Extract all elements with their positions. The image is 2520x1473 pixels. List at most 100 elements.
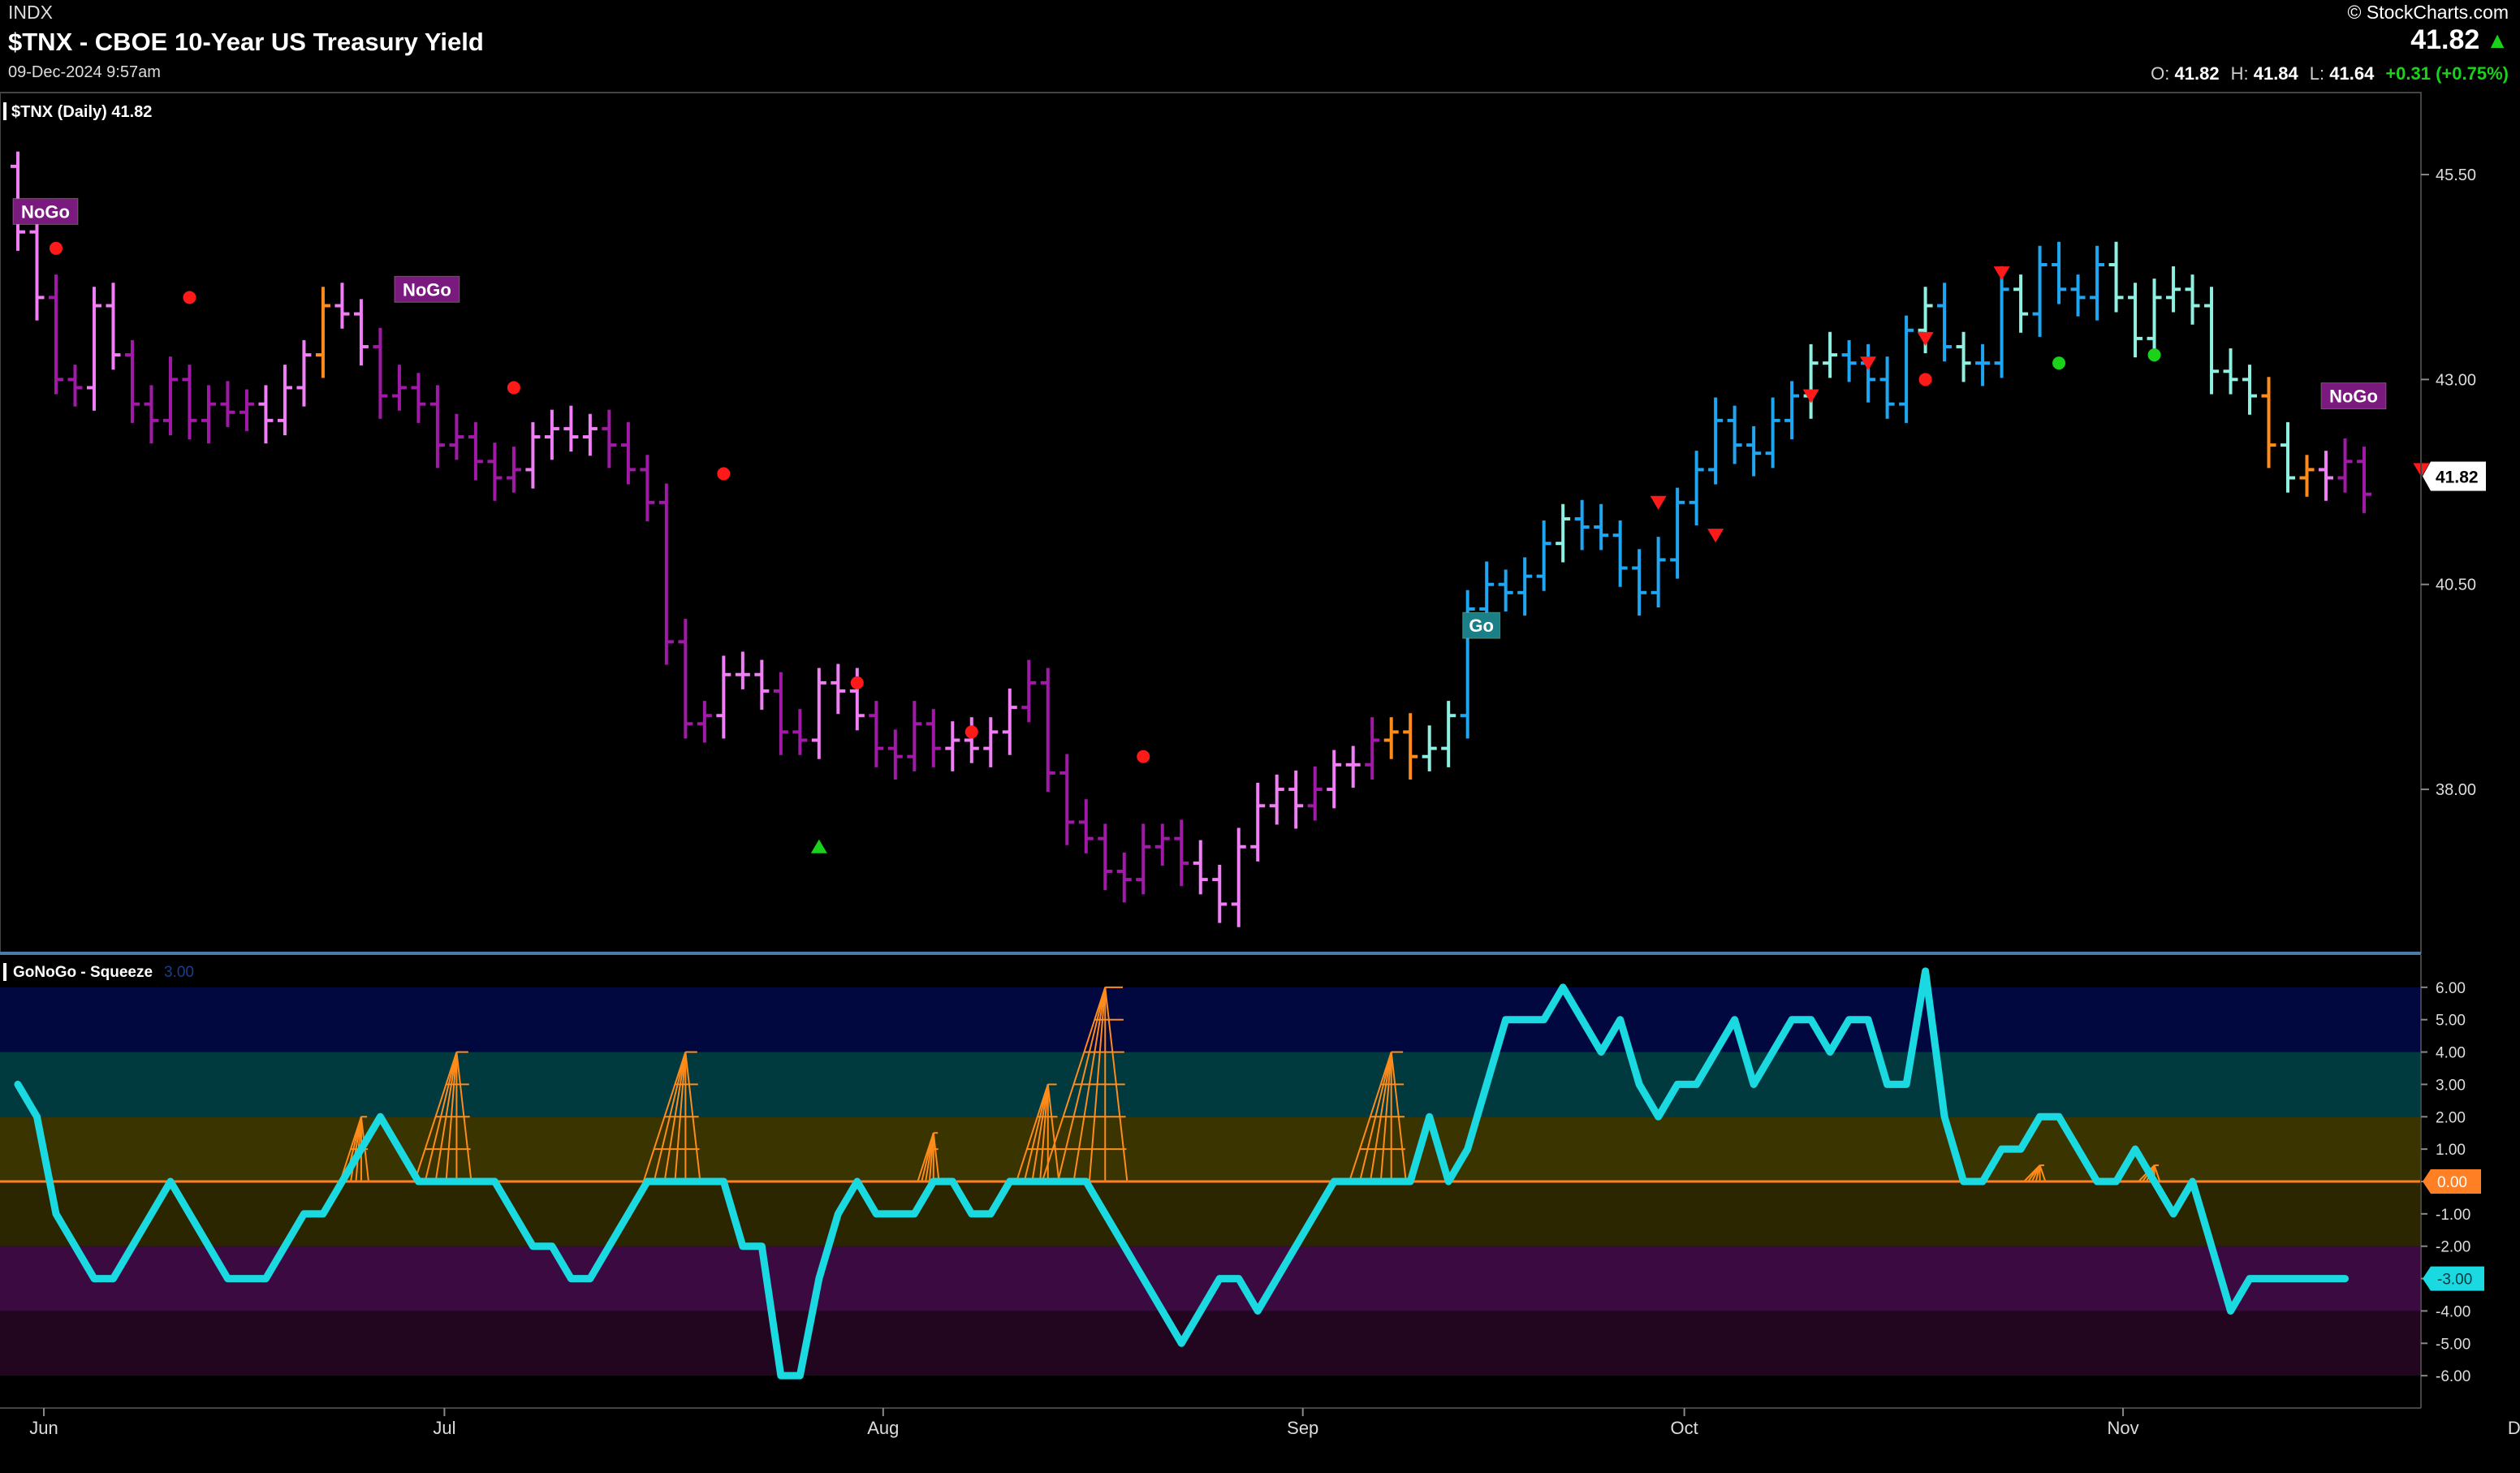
price-legend-marker: [3, 102, 6, 120]
ohlc-bar: [792, 709, 808, 755]
ohlc-bar: [1154, 823, 1170, 866]
squeeze-edge: [455, 1052, 472, 1182]
ohlc-bar: [353, 299, 369, 366]
x-tick-label: Nov: [2107, 1418, 2138, 1438]
ohlc-bar: [1670, 487, 1685, 579]
nogo-badge: NoGo: [2320, 382, 2387, 410]
ohlc-bar: [1116, 852, 1132, 903]
ohlc-bar: [525, 421, 541, 489]
low-label: L:: [2309, 63, 2325, 84]
badge-box: [394, 275, 460, 303]
ohlc-bar: [1383, 717, 1399, 759]
ohlc-bar: [2090, 245, 2105, 321]
go-continuation-dot: [2052, 356, 2066, 370]
squeeze-strut: [642, 1052, 687, 1182]
nogo-badge: NoGo: [394, 275, 460, 303]
ohlc-bar: [1841, 339, 1857, 382]
badge-box: [2320, 382, 2387, 410]
ohlc-bar: [220, 381, 235, 427]
zero-tag-label: 0.00: [2437, 1174, 2467, 1191]
price-signals: NoGo NoGo Go NoGo: [12, 197, 2430, 969]
nogo-badge: NoGo: [12, 197, 79, 225]
osc-tick-label: -1.00: [2436, 1207, 2470, 1224]
badge-label: NoGo: [2329, 387, 2378, 407]
ohlc-bar: [429, 385, 445, 469]
countertrend-down-triangle: [1650, 495, 1667, 510]
countertrend-down-triangle: [1917, 331, 1934, 346]
ohlc-bar: [1612, 520, 1628, 587]
price-legend: $TNX (Daily) 41.82: [11, 103, 152, 121]
squeeze-edge: [684, 1052, 701, 1182]
ohlc-bar: [1345, 745, 1361, 788]
badge-label: NoGo: [403, 279, 451, 300]
price-tick-label: 40.50: [2436, 577, 2476, 594]
ohlc-bar: [1556, 503, 1571, 563]
osc-tick-label: 4.00: [2436, 1045, 2466, 1062]
ohlc-bar: [2108, 241, 2124, 313]
ohlc-bar: [1212, 864, 1228, 923]
go-strong-band: [0, 987, 2421, 1052]
ohlc-bar: [964, 717, 979, 763]
osc-tick-label: -5.00: [2436, 1336, 2470, 1353]
ohlc-bar: [1231, 827, 1246, 927]
ohlc-bar: [182, 365, 197, 440]
squeeze-strut: [1041, 987, 1107, 1182]
ohlc-bar: [1174, 819, 1189, 887]
ohlc-bar: [1422, 725, 1437, 771]
squeeze-strut: [1348, 1052, 1392, 1182]
ohlc-bar: [887, 729, 903, 780]
x-tick-label: Sep: [1287, 1418, 1318, 1438]
ohlc-bar: [602, 409, 617, 469]
current-price-tag: 41.82: [2423, 461, 2486, 491]
ohlc-bar: [544, 409, 559, 460]
ohlc-bar: [2052, 241, 2067, 305]
ohlc-bar: [162, 356, 178, 435]
squeeze-fan: [642, 1051, 701, 1182]
countertrend-down-triangle: [1707, 529, 1724, 543]
squeeze-strut: [1023, 1084, 1049, 1182]
ohlc-bar: [1307, 766, 1323, 821]
ohlc-bar: [2223, 348, 2238, 395]
ohlc-bar: [487, 443, 503, 501]
osc-tick-label: 6.00: [2436, 980, 2466, 997]
squeeze-strut: [445, 1052, 458, 1182]
ohlc-bar: [1040, 667, 1055, 793]
osc-top-gap: [0, 955, 2421, 987]
exchange-label: INDX: [8, 2, 53, 23]
brand-label[interactable]: © StockCharts.com: [2348, 2, 2509, 24]
osc-legend-marker: [3, 963, 6, 981]
ohlc-bar: [1975, 343, 1991, 387]
zero-tag-box: [2423, 1169, 2481, 1194]
open-value: 41.82: [2174, 63, 2220, 84]
price-panel: NoGo NoGo Go NoGo 38.00 40.50 43.00 45.50 41.82…: [0, 92, 2486, 969]
ohlc-bar: [86, 287, 101, 411]
ohlc-bar: [29, 213, 45, 321]
nogo-continuation-dot: [717, 467, 731, 481]
go-badge: Go: [1462, 611, 1501, 639]
ohlc-bar: [1727, 405, 1742, 464]
last-price-value: 41.82: [2410, 24, 2480, 55]
ohlc-bar: [258, 385, 274, 444]
ohlc-bar: [506, 447, 521, 493]
ohlc-bar: [1746, 425, 1762, 477]
go-continuation-dot: [2147, 348, 2161, 362]
chart-title: $TNX - CBOE 10-Year US Treasury Yield: [8, 28, 484, 56]
ohlc-bar: [1021, 659, 1037, 723]
ohlc-readout: O: 41.82 H: 41.84 L: 41.64 +0.31 (+0.75%…: [2151, 63, 2509, 84]
ohlc-bar: [391, 365, 407, 411]
ohlc-bar: [1193, 840, 1208, 895]
squeeze-strut: [653, 1052, 687, 1182]
osc-tick-label: 3.00: [2436, 1077, 2466, 1094]
badge-box: [1462, 611, 1501, 639]
x-tick-label: Jun: [29, 1418, 58, 1438]
ohlc-bar: [2166, 266, 2181, 313]
high-label: H:: [2230, 63, 2249, 84]
x-tick-label: Aug: [867, 1418, 899, 1438]
oscillator-series: [14, 967, 2350, 1380]
ohlc-bar: [1574, 499, 1590, 551]
ohlc-bar: [1879, 356, 1895, 419]
ohlc-bar: [1899, 315, 1914, 423]
open-label: O:: [2151, 63, 2170, 84]
open-readout: O: 41.82: [2151, 63, 2219, 84]
ohlc-bar: [1059, 754, 1075, 845]
